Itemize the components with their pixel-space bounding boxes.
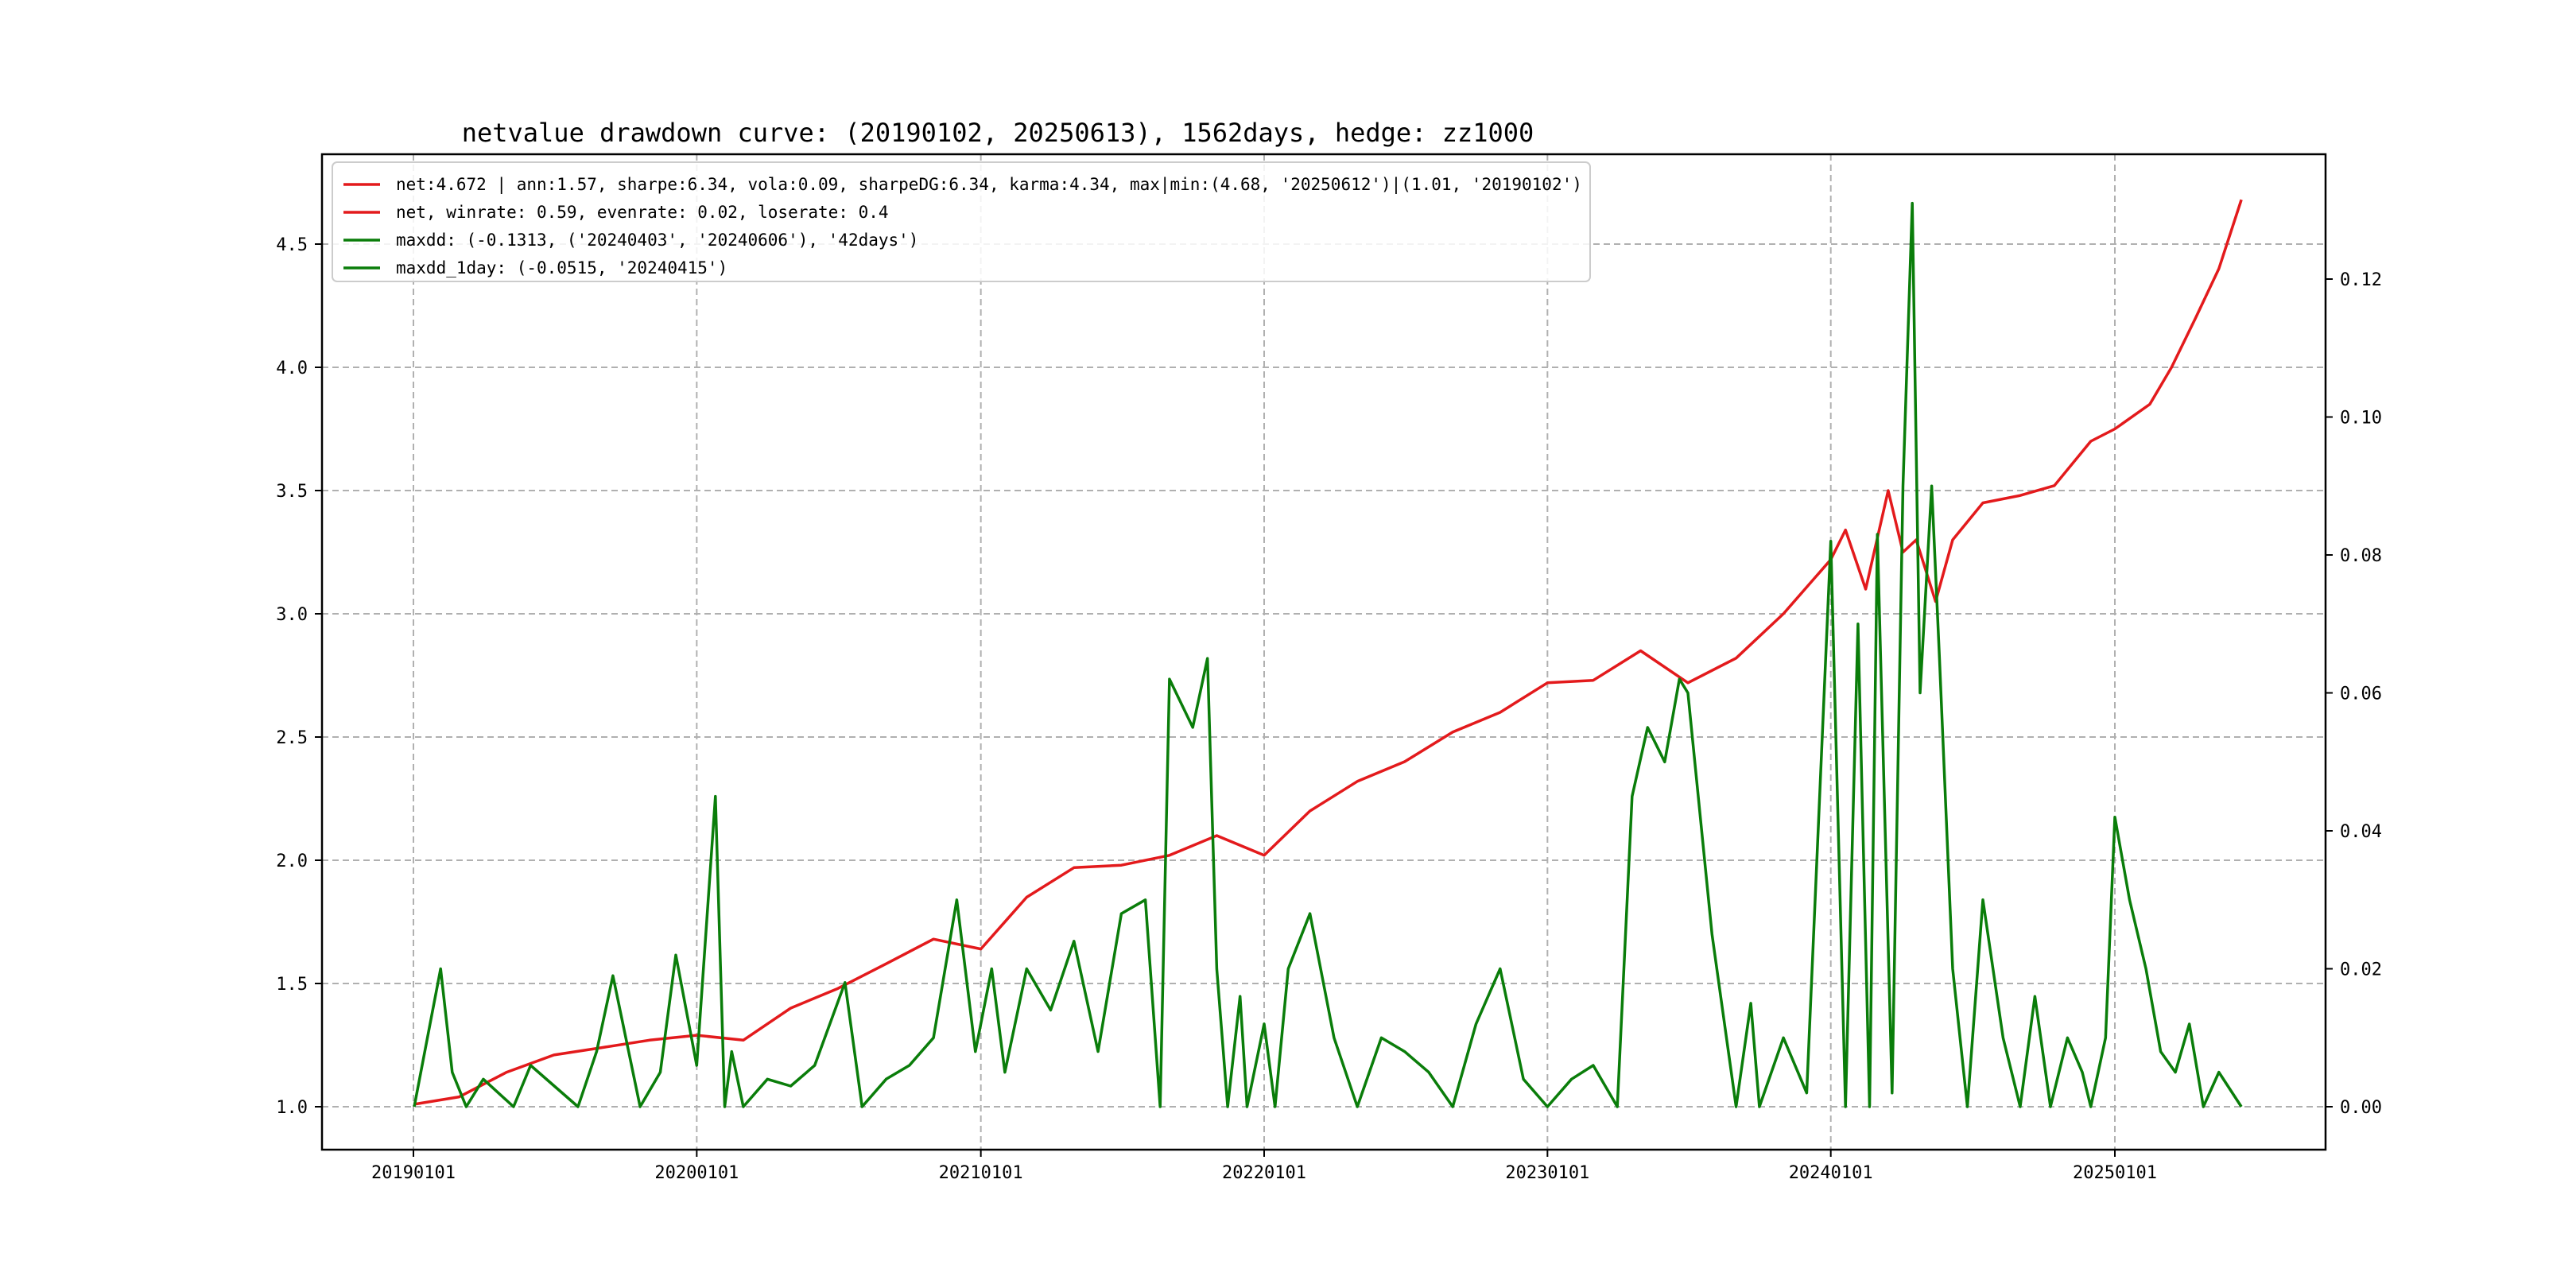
legend-box [332, 161, 1591, 282]
x-tick-label: 20240101 [1789, 1163, 1873, 1183]
axes: 20190101 20200101 20210101 20220101 20230101… [276, 235, 2382, 1183]
grid-lines [322, 154, 2326, 1150]
y-left-tick-label: 4.5 [276, 235, 308, 255]
y-left-tick-label: 3.5 [276, 482, 308, 502]
legend-label: net:4.672 | ann:1.57, sharpe:6.34, vola:… [396, 175, 1582, 195]
legend-label: maxdd_1day: (-0.0515, '20240415') [396, 258, 727, 277]
x-tick-label: 20230101 [1505, 1163, 1589, 1183]
y-right-tick-label: 0.12 [2340, 270, 2382, 290]
y-right-tick-label: 0.06 [2340, 685, 2382, 704]
y-left-tick-label: 2.0 [276, 852, 308, 871]
y-right-tick-label: 0.02 [2340, 960, 2382, 980]
x-tick-label: 20250101 [2073, 1163, 2157, 1183]
y-right-tick-label: 0.08 [2340, 546, 2382, 566]
y-right-tick-label: 0.10 [2340, 409, 2382, 429]
chart-title: netvalue drawdown curve: (20190102, 2025… [462, 118, 1534, 148]
y-left-tick-label: 3.0 [276, 605, 308, 625]
y-left-tick-label: 2.5 [276, 728, 308, 748]
x-tick-label: 20210101 [939, 1163, 1023, 1183]
net-value-line [413, 199, 2243, 1106]
y-left-tick-label: 1.5 [276, 975, 308, 995]
x-tick-label: 20190101 [371, 1163, 456, 1183]
legend: net:4.672 | ann:1.57, sharpe:6.34, vola:… [332, 161, 1591, 282]
x-tick-label: 20220101 [1222, 1163, 1306, 1183]
y-left-tick-label: 4.0 [276, 359, 308, 378]
drawdown-line [413, 201, 2243, 1108]
legend-label: net, winrate: 0.59, evenrate: 0.02, lose… [396, 203, 889, 222]
y-left-tick-label: 1.0 [276, 1098, 308, 1118]
x-tick-label: 20200101 [654, 1163, 739, 1183]
plot-frame [320, 153, 2327, 1151]
series-layer [413, 199, 2243, 1108]
y-right-tick-label: 0.00 [2340, 1098, 2382, 1118]
y-right-tick-label: 0.04 [2340, 822, 2382, 842]
legend-label: maxdd: (-0.1313, ('20240403', '20240606'… [396, 231, 918, 250]
